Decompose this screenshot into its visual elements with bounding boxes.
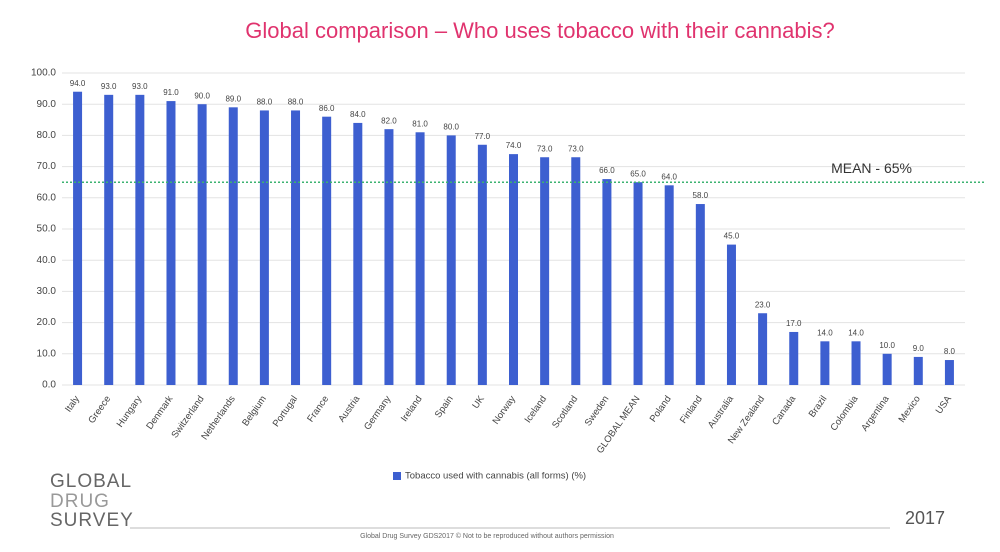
reference-label: MEAN - 65% bbox=[831, 160, 912, 176]
value-label: 88.0 bbox=[288, 98, 304, 107]
y-tick-label: 70.0 bbox=[37, 161, 57, 172]
value-label: 77.0 bbox=[475, 132, 491, 141]
bar bbox=[509, 154, 518, 385]
value-label: 14.0 bbox=[848, 328, 864, 337]
value-label: 88.0 bbox=[257, 98, 273, 107]
value-label: 66.0 bbox=[599, 166, 615, 175]
value-label: 90.0 bbox=[194, 91, 210, 100]
value-label: 10.0 bbox=[879, 341, 895, 350]
bar bbox=[944, 360, 954, 385]
legend-swatch bbox=[393, 472, 401, 480]
bar bbox=[166, 101, 176, 385]
y-tick-label: 80.0 bbox=[37, 130, 57, 141]
bar bbox=[259, 110, 269, 385]
bar bbox=[228, 107, 238, 385]
value-label: 84.0 bbox=[350, 110, 366, 119]
y-tick-label: 20.0 bbox=[37, 317, 57, 328]
logo-line: GLOBAL bbox=[50, 471, 132, 492]
value-label: 23.0 bbox=[755, 300, 771, 309]
bar bbox=[291, 110, 301, 385]
value-label: 91.0 bbox=[163, 88, 179, 97]
value-label: 17.0 bbox=[786, 319, 802, 328]
bar bbox=[353, 122, 363, 386]
y-tick-label: 30.0 bbox=[37, 286, 57, 297]
y-tick-label: 60.0 bbox=[37, 192, 57, 203]
bar bbox=[913, 356, 923, 385]
bar bbox=[384, 129, 394, 385]
value-label: 73.0 bbox=[537, 144, 553, 153]
y-tick-label: 40.0 bbox=[37, 255, 57, 266]
value-label: 14.0 bbox=[817, 328, 833, 337]
bar bbox=[104, 94, 114, 385]
value-label: 93.0 bbox=[101, 82, 117, 91]
bar bbox=[851, 341, 861, 385]
y-tick-label: 10.0 bbox=[37, 348, 57, 359]
value-label: 8.0 bbox=[944, 347, 956, 356]
bar bbox=[135, 94, 145, 385]
year: 2017 bbox=[905, 508, 945, 528]
bar bbox=[602, 179, 612, 385]
value-label: 64.0 bbox=[661, 172, 677, 181]
bar bbox=[477, 144, 487, 385]
bar bbox=[446, 135, 456, 385]
bar bbox=[664, 185, 674, 385]
y-tick-label: 90.0 bbox=[37, 99, 57, 110]
chart-title: Global comparison – Who uses tobacco wit… bbox=[245, 18, 834, 43]
bar bbox=[758, 313, 768, 385]
bar bbox=[571, 157, 581, 385]
value-label: 45.0 bbox=[724, 232, 740, 241]
bar bbox=[322, 116, 332, 386]
bar bbox=[415, 132, 425, 385]
y-tick-label: 50.0 bbox=[37, 224, 57, 235]
value-label: 82.0 bbox=[381, 116, 397, 125]
y-tick-label: 0.0 bbox=[42, 380, 56, 391]
value-label: 86.0 bbox=[319, 104, 335, 113]
bar bbox=[789, 331, 799, 385]
bar bbox=[882, 353, 892, 385]
value-label: 80.0 bbox=[443, 123, 459, 132]
value-label: 65.0 bbox=[630, 169, 646, 178]
legend-label: Tobacco used with cannabis (all forms) (… bbox=[405, 471, 586, 482]
bar bbox=[73, 91, 83, 385]
footer: Global Drug Survey GDS2017 © Not to be r… bbox=[360, 532, 614, 540]
bar bbox=[633, 182, 643, 385]
bar bbox=[726, 244, 736, 385]
value-label: 94.0 bbox=[70, 79, 86, 88]
value-label: 58.0 bbox=[693, 191, 709, 200]
value-label: 74.0 bbox=[506, 141, 522, 150]
logo-line: DRUG bbox=[50, 491, 110, 512]
bar bbox=[695, 204, 705, 385]
value-label: 89.0 bbox=[225, 94, 241, 103]
value-label: 9.0 bbox=[913, 344, 925, 353]
bar bbox=[197, 104, 207, 385]
value-label: 93.0 bbox=[132, 82, 148, 91]
logo-line: SURVEY bbox=[50, 510, 134, 531]
value-label: 81.0 bbox=[412, 119, 428, 128]
value-label: 73.0 bbox=[568, 144, 584, 153]
bar bbox=[820, 341, 830, 385]
y-tick-label: 100.0 bbox=[31, 68, 56, 79]
bar bbox=[540, 157, 550, 385]
